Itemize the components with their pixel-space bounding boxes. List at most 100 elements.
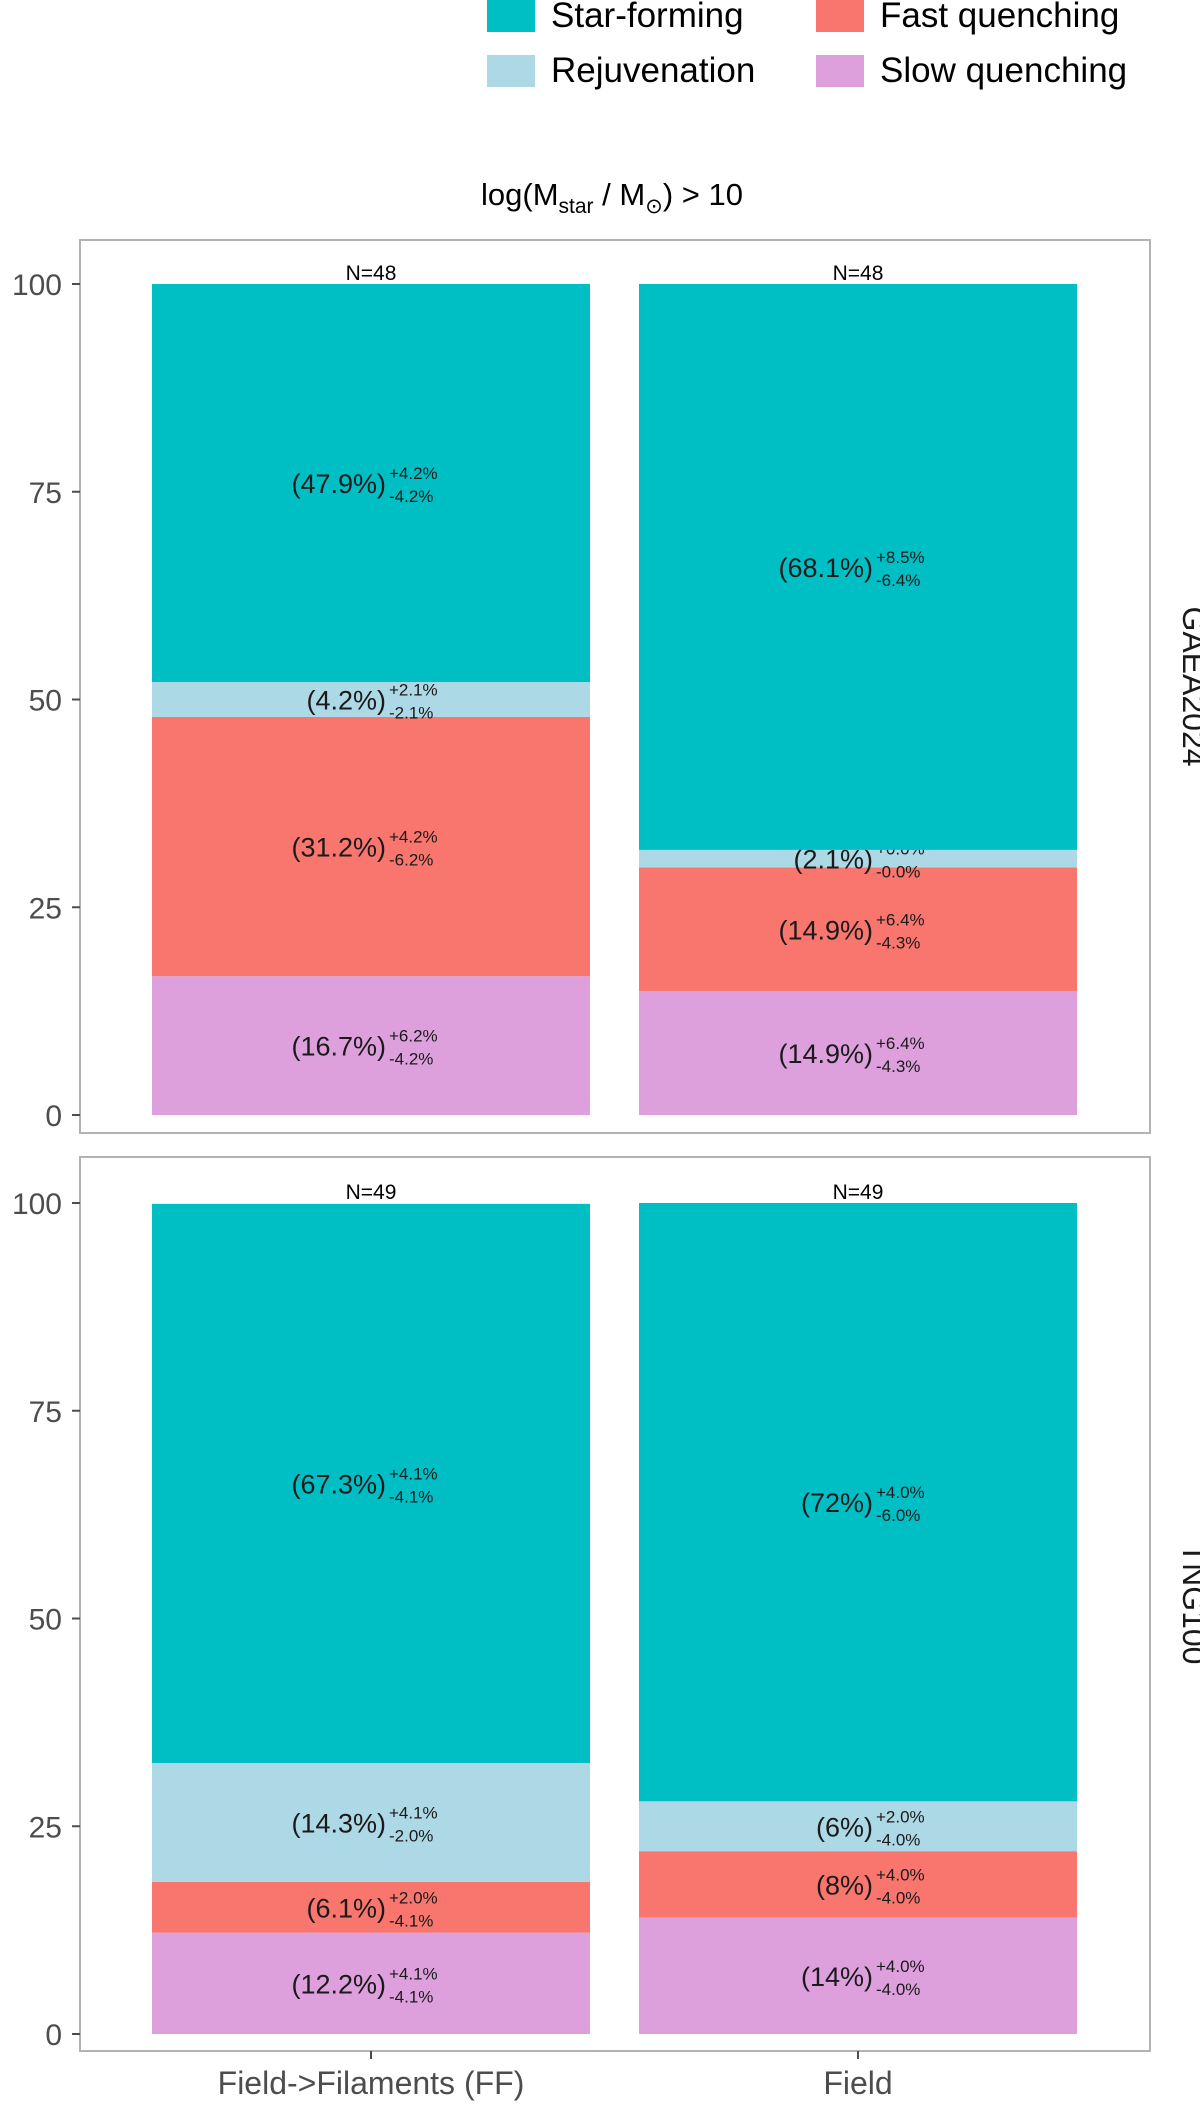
data-label-minus: -4.0%: [876, 1830, 920, 1849]
data-label-value: (16.7%): [291, 1032, 386, 1062]
data-label-fast-quenching: (31.2%) +4.2% -6.2%: [291, 828, 437, 870]
n-label: N=48: [833, 262, 884, 285]
bar-segment-star-forming: [639, 1203, 1077, 1802]
data-label-plus: +2.0%: [876, 1807, 925, 1826]
data-label-minus: -6.4%: [876, 571, 920, 590]
data-label-star-forming: (47.9%) +4.2% -4.2%: [291, 464, 437, 506]
bar-segment-fast-quenching: [152, 716, 590, 977]
n-label: N=49: [346, 1181, 397, 1204]
legend-label-fast-quenching: Fast quenching: [880, 0, 1119, 35]
data-label-plus: +4.2%: [389, 464, 438, 483]
bar-segment-star-forming: [152, 284, 590, 683]
data-label-value: (14.9%): [778, 915, 873, 945]
y-tick-label: 25: [29, 892, 62, 925]
bar-segment-slow-quenching: [152, 976, 590, 1115]
data-label-plus: +4.1%: [389, 1464, 438, 1483]
legend-key-rejuvenation: [487, 55, 535, 87]
data-label-rejuvenation: (6%) +2.0% -4.0%: [816, 1807, 925, 1849]
bar-segment-fast-quenching: [639, 1851, 1077, 1918]
n-label: N=49: [833, 1181, 884, 1204]
data-label-rejuvenation: (14.3%) +4.1% -2.0%: [291, 1804, 437, 1846]
y-tick-label: 100: [12, 269, 62, 302]
data-label-value: (12.2%): [291, 1969, 386, 1999]
data-label-minus: -2.1%: [389, 704, 433, 723]
strip-label-tng100: TNG100: [1176, 1544, 1200, 1665]
data-label-value: (4.2%): [306, 686, 386, 716]
data-label-plus: +4.2%: [389, 828, 438, 847]
data-label-minus: -4.3%: [876, 1057, 920, 1076]
data-label-minus: -6.2%: [389, 851, 433, 870]
y-tick-label: 25: [29, 1811, 62, 1844]
y-tick-label: 75: [29, 477, 62, 510]
data-label-plus: +4.0%: [876, 1865, 925, 1884]
bar-segment-slow-quenching: [639, 1917, 1077, 2034]
bar-segment-rejuvenation: [152, 1763, 590, 1882]
data-label-star-forming: (67.3%) +4.1% -4.1%: [291, 1464, 437, 1506]
data-label-value: (8%): [816, 1870, 873, 1900]
data-label-minus: -4.2%: [389, 487, 433, 506]
data-label-plus: +2.1%: [389, 681, 438, 700]
y-tick-label: 0: [45, 2019, 62, 2052]
data-label-plus: +4.1%: [389, 1964, 438, 1983]
legend-label-slow-quenching: Slow quenching: [880, 51, 1127, 90]
n-label: N=48: [346, 262, 397, 285]
data-label-minus: -4.1%: [389, 1487, 433, 1506]
x-tick-label: Field: [823, 2065, 892, 2101]
bar-segment-star-forming: [152, 1203, 590, 1764]
legend-key-fast-quenching: [816, 0, 864, 32]
data-label-plus: +6.2%: [389, 1027, 438, 1046]
data-label-value: (47.9%): [291, 469, 386, 499]
data-label-fast-quenching: (8%) +4.0% -4.0%: [816, 1865, 925, 1907]
data-label-plus: +4.0%: [876, 1957, 925, 1976]
bar-segment-rejuvenation: [152, 682, 590, 717]
data-label-minus: -4.0%: [876, 1888, 920, 1907]
data-label-value: (6.1%): [306, 1893, 386, 1923]
data-label-minus: -4.1%: [389, 1911, 433, 1930]
legend-key-star-forming: [487, 0, 535, 32]
y-tick-label: 75: [29, 1396, 62, 1429]
data-label-value: (14.3%): [291, 1809, 386, 1839]
data-label-fast-quenching: (14.9%) +6.4% -4.3%: [778, 910, 924, 952]
chart-title: log(Mstar / M⊙) > 10: [481, 177, 743, 218]
data-label-minus: -4.2%: [389, 1050, 433, 1069]
data-label-slow-quenching: (14.9%) +6.4% -4.3%: [778, 1034, 924, 1076]
data-label-value: (68.1%): [778, 553, 873, 583]
data-label-value: (67.3%): [291, 1469, 386, 1499]
data-label-minus: -4.1%: [389, 1987, 433, 2006]
data-label-minus: -4.3%: [876, 933, 920, 952]
data-label-value: (6%): [816, 1812, 873, 1842]
y-tick-label: 50: [29, 685, 62, 718]
bar-segment-fast-quenching: [152, 1881, 590, 1933]
data-label-minus: -0.0%: [876, 863, 920, 882]
data-label-plus: +8.5%: [876, 548, 925, 567]
strip-label-gaea2024: GAEA2024: [1176, 606, 1200, 766]
data-label-plus: +6.4%: [876, 910, 925, 929]
data-label-minus: -4.0%: [876, 1980, 920, 1999]
x-tick-label: Field->Filaments (FF): [218, 2065, 525, 2101]
y-tick-label: 0: [45, 1100, 62, 1133]
legend-label-star-forming: Star-forming: [551, 0, 744, 35]
data-label-value: (31.2%): [291, 833, 386, 863]
bar-segment-star-forming: [639, 284, 1077, 850]
data-label-fast-quenching: (6.1%) +2.0% -4.1%: [306, 1888, 437, 1930]
legend-label-rejuvenation: Rejuvenation: [551, 51, 755, 90]
data-label-star-forming: (68.1%) +8.5% -6.4%: [778, 548, 924, 590]
data-label-value: (14%): [801, 1962, 873, 1992]
data-label-value: (14.9%): [778, 1039, 873, 1069]
bar-segment-slow-quenching: [152, 1932, 590, 2034]
bar-segment-fast-quenching: [639, 867, 1077, 992]
data-label-rejuvenation: (4.2%) +2.1% -2.1%: [306, 681, 437, 723]
data-label-minus: -6.0%: [876, 1506, 920, 1525]
data-label-plus: +4.1%: [389, 1804, 438, 1823]
bar-segment-rejuvenation: [639, 849, 1077, 868]
data-label-star-forming: (72%) +4.0% -6.0%: [801, 1483, 925, 1525]
data-label-slow-quenching: (14%) +4.0% -4.0%: [801, 1957, 925, 1999]
bar-segment-rejuvenation: [639, 1801, 1077, 1852]
y-tick-label: 50: [29, 1604, 62, 1637]
data-label-slow-quenching: (16.7%) +6.2% -4.2%: [291, 1027, 437, 1069]
y-tick-label: 100: [12, 1188, 62, 1221]
bar-segment-slow-quenching: [639, 991, 1077, 1115]
data-label-plus: +6.4%: [876, 1034, 925, 1053]
data-label-plus: +4.0%: [876, 1483, 925, 1502]
